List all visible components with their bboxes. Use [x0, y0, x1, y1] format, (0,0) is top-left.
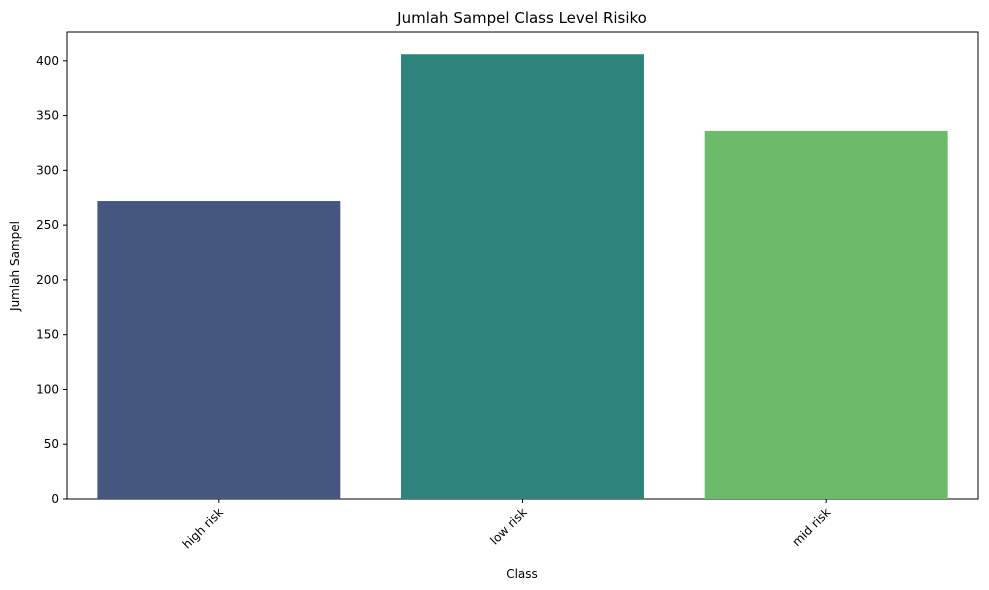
bar-mid-risk [704, 130, 948, 500]
y-axis-label: Jumlah Sampel [8, 221, 22, 312]
y-tick-label: 150 [36, 328, 59, 342]
y-tick-label: 200 [36, 273, 59, 287]
y-tick-label: 350 [36, 109, 59, 123]
y-tick-label: 400 [36, 54, 59, 68]
x-tick-label: high risk [180, 505, 226, 551]
y-tick-label: 250 [36, 218, 59, 232]
y-tick-label: 100 [36, 382, 59, 396]
x-tick-label: low risk [487, 505, 529, 547]
x-axis-label: Class [506, 567, 538, 581]
bar-high-risk [97, 201, 341, 499]
y-axis: 0 50 100 150 200 250 300 350 400 [36, 54, 67, 506]
bars-group [97, 54, 948, 500]
chart-title: Jumlah Sampel Class Level Risiko [396, 9, 647, 27]
x-tick-label: mid risk [789, 505, 833, 549]
x-axis: high risk low risk mid risk [180, 499, 833, 552]
y-tick-label: 0 [51, 492, 59, 506]
y-tick-label: 300 [36, 163, 59, 177]
y-tick-label: 50 [44, 437, 59, 451]
bar-low-risk [401, 54, 644, 500]
